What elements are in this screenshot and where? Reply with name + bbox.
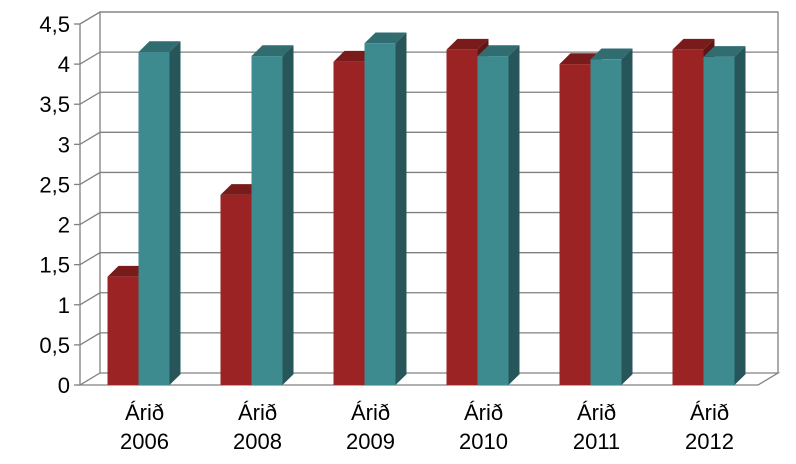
bar-front: [477, 56, 509, 385]
x-axis: Árið 2006 Árið 2008 Árið 2009 Árið 2010 Árið 2011…: [120, 400, 734, 454]
x-tick-label: Árið 2006: [120, 400, 169, 454]
bar-front: [672, 49, 704, 385]
x-tick-label: Árið 2009: [346, 400, 395, 454]
x-tick-label: Árið 2012: [685, 400, 734, 454]
bar-top: [703, 46, 746, 57]
bar-side: [508, 45, 520, 386]
bar-side: [169, 41, 181, 386]
bar: [590, 48, 633, 386]
bar-top: [251, 45, 294, 57]
y-tick-label: 0: [58, 373, 70, 398]
bar: [477, 45, 520, 386]
bar-side: [395, 32, 407, 385]
bar-top: [364, 32, 407, 44]
y-tick-label: 2: [58, 213, 70, 238]
bar-front: [251, 56, 283, 385]
gridline: [79, 131, 778, 145]
y-tick-label: 1,5: [39, 253, 70, 278]
gridline: [79, 51, 778, 65]
bars: [107, 32, 746, 386]
bar: [251, 45, 294, 386]
y-tick-label: 2,5: [39, 172, 70, 197]
bar-front: [107, 276, 139, 385]
y-axis: 0 0,5 1 1,5 2 2,5 3 3,5 4 4,5: [39, 12, 80, 398]
y-gridlines: [79, 11, 778, 346]
bar-front: [333, 61, 365, 386]
bar-top: [138, 41, 181, 53]
bar-front: [590, 59, 622, 385]
y-tick-label: 0,5: [39, 333, 70, 358]
bar: [138, 41, 181, 386]
bar-top: [446, 38, 489, 50]
bar-top: [590, 48, 633, 60]
bar: [364, 32, 407, 386]
x-tick-label: Árið 2010: [459, 400, 508, 454]
bar-top: [477, 45, 520, 57]
bar-front: [703, 56, 735, 385]
bar-front: [220, 194, 252, 385]
gridline: [79, 332, 778, 346]
bar-top: [672, 38, 715, 50]
bar: [703, 46, 746, 385]
gridline: [79, 11, 778, 25]
side-wall: [79, 11, 101, 385]
y-tick-label: 1: [58, 293, 70, 318]
x-tick-label: Árið 2008: [233, 400, 282, 454]
bar-side: [621, 48, 633, 386]
gridline: [79, 211, 778, 226]
bar-front: [138, 52, 170, 385]
gridline: [79, 171, 778, 186]
gridline: [79, 292, 778, 306]
bar-side: [734, 46, 746, 385]
bar-front: [446, 49, 478, 385]
bar-front: [364, 43, 396, 386]
y-tick-label: 3: [58, 132, 70, 157]
bar-side: [282, 45, 294, 386]
gridline: [79, 91, 778, 105]
gridline: [79, 252, 778, 266]
y-tick-label: 3,5: [39, 92, 70, 117]
y-tick-label: 4: [58, 52, 70, 77]
bar-front: [559, 64, 591, 385]
x-tick-label: Árið 2011: [573, 400, 620, 454]
y-tick-label: 4,5: [39, 12, 70, 37]
